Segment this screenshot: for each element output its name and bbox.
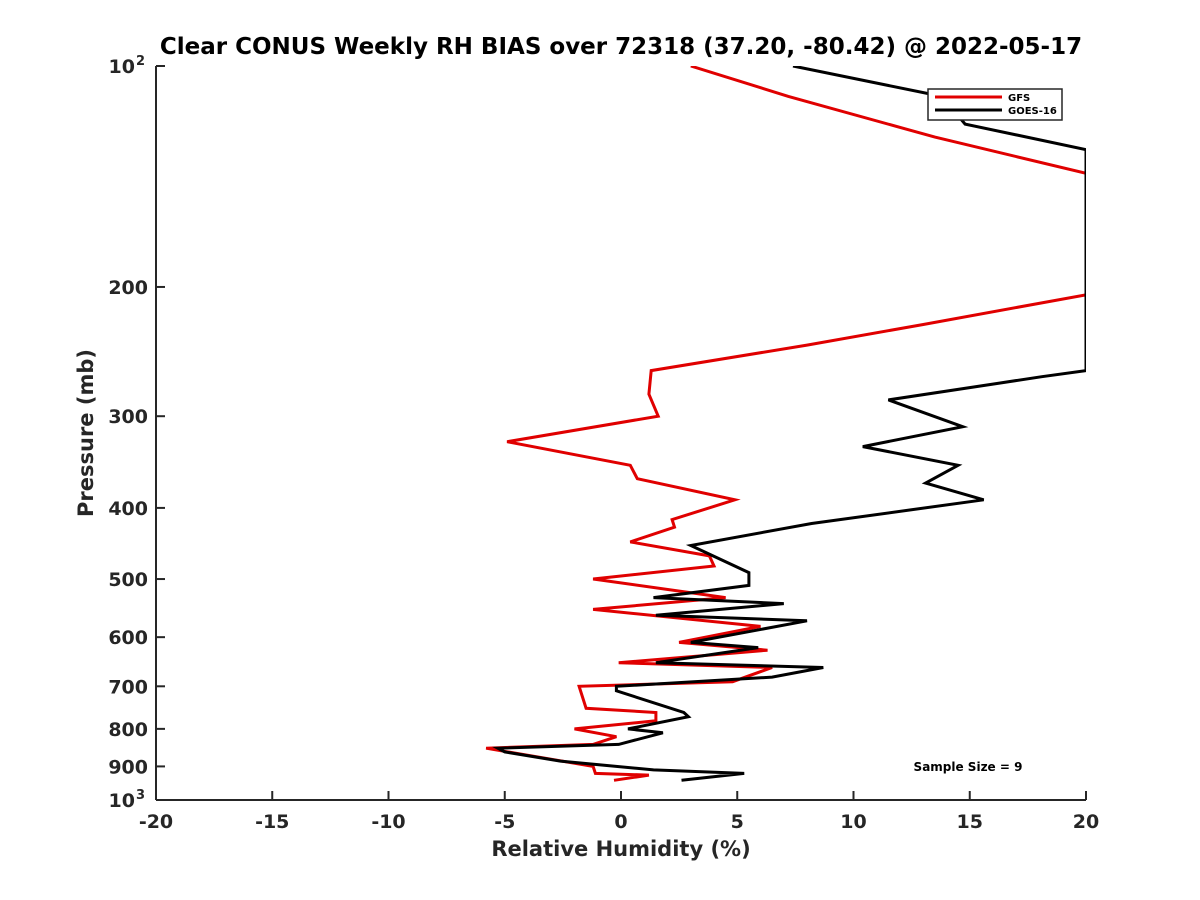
y-tick-label: 700 bbox=[108, 676, 148, 698]
y-tick-label: 10 bbox=[109, 56, 135, 78]
y-tick-label: 400 bbox=[108, 498, 148, 520]
y-tick-exponent: 2 bbox=[136, 54, 145, 69]
y-tick-label: 600 bbox=[108, 627, 148, 649]
x-tick-label: 20 bbox=[1073, 811, 1099, 833]
x-tick-label: 5 bbox=[731, 811, 744, 833]
x-tick-label: -20 bbox=[139, 811, 173, 833]
y-axis-label: Pressure (mb) bbox=[74, 349, 98, 517]
y-tick-label: 300 bbox=[108, 406, 148, 428]
y-tick-label: 10 bbox=[109, 790, 135, 812]
y-tick-label: 900 bbox=[108, 756, 148, 778]
legend-label: GOES-16 bbox=[1008, 106, 1057, 117]
series-line-gfs bbox=[485, 66, 1086, 782]
y-tick-label: 200 bbox=[108, 277, 148, 299]
y-tick-exponent: 3 bbox=[136, 788, 145, 803]
series-line-goes-16 bbox=[492, 66, 1086, 782]
x-tick-label: -5 bbox=[494, 811, 515, 833]
series-layer bbox=[485, 66, 1086, 782]
y-tick-label: 500 bbox=[108, 569, 148, 591]
sample-size-annotation: Sample Size = 9 bbox=[914, 760, 1023, 774]
y-tick-label: 800 bbox=[108, 719, 148, 741]
legend-box bbox=[927, 88, 1063, 121]
chart-title: Clear CONUS Weekly RH BIAS over 72318 (3… bbox=[160, 34, 1082, 60]
x-tick-label: -10 bbox=[371, 811, 405, 833]
legend: GFS GOES-16 bbox=[927, 88, 1063, 121]
x-tick-label: 0 bbox=[614, 811, 627, 833]
x-axis-label: Relative Humidity (%) bbox=[491, 837, 750, 861]
legend-label: GFS bbox=[1008, 93, 1030, 104]
x-tick-label: 10 bbox=[840, 811, 866, 833]
x-tick-label: -15 bbox=[255, 811, 289, 833]
x-tick-label: 15 bbox=[957, 811, 983, 833]
